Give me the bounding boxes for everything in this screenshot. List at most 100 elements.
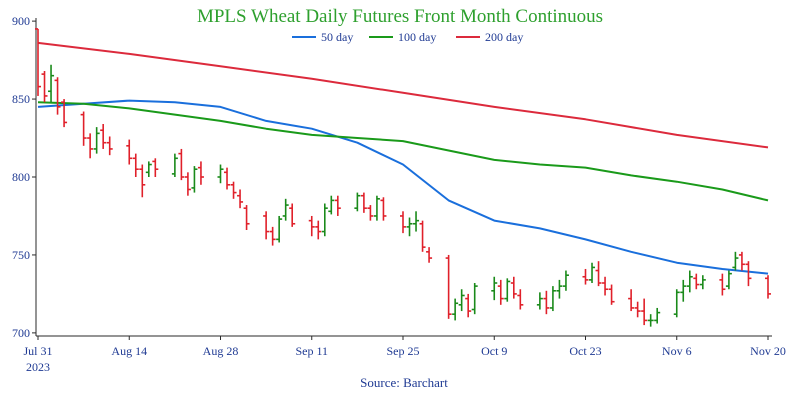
x-tick-label: Sep 11 [295,344,328,358]
x-tick-label: Sep 25 [387,344,420,358]
legend-label: 100 day [398,30,436,44]
ohlc-bar [673,289,680,318]
ohlc-bar [354,192,361,212]
ohlc-bars [35,28,771,327]
ohlc-bar [171,153,178,177]
ohlc-bar [536,292,543,310]
ohlc-bar [641,298,648,326]
ohlc-bar [230,181,237,199]
ohlc-bar [699,275,706,290]
y-tick-label: 700 [12,326,30,340]
y-tick-label: 750 [12,248,30,262]
ohlc-bar [184,172,191,196]
ohlc-bar [562,270,569,291]
ohlc-bar [738,251,745,271]
series-line-100-day [37,101,769,202]
ohlc-bar [282,198,289,221]
ohlc-bar [139,164,146,198]
ohlc-bar [471,283,478,315]
ohlc-bar [380,197,387,221]
ohlc-bar [126,139,133,165]
ohlc-bar [61,99,68,128]
ohlc-bar [719,273,726,296]
ohlc-bar [647,314,654,327]
y-tick-label: 900 [12,14,30,28]
x-tick-label: Nov 20 [750,344,786,358]
ohlc-bar [197,161,204,185]
ohlc-bar [693,273,700,290]
ohlc-bar [315,220,322,240]
ohlc-bar [517,289,524,310]
ohlc-bar [132,153,139,177]
ohlc-bar [54,77,61,115]
x-ticks: Jul 31 2023 Aug 14 Aug 28 Sep 11 Sep 25 Oct 9 O… [23,336,786,374]
ohlc-bar [334,195,341,216]
ohlc-bar [360,192,367,213]
ohlc-bar [100,124,107,149]
ohlc-bar [602,276,609,296]
ohlc-bar [237,189,244,209]
ohlc-bar [445,254,452,319]
moving-average-lines [37,41,769,275]
ohlc-bar [35,28,41,96]
series-line-50-day [37,99,769,275]
ohlc-bar [178,148,185,181]
x-tick-label: Jul 31 [23,344,52,358]
chart-source: Source: Barchart [360,375,448,390]
ohlc-bar [106,136,113,156]
ohlc-bar [289,203,296,227]
ohlc-bar [413,211,420,232]
ohlc-bar [452,298,459,321]
ohlc-bar [745,261,752,287]
ohlc-bar [217,164,224,184]
ohlc-bar [243,205,250,230]
ohlc-bar [504,278,511,302]
x-tick-sublabel: 2023 [26,360,50,374]
ohlc-bar [80,111,87,146]
y-tick-label: 800 [12,170,30,184]
legend-label: 50 day [321,30,353,44]
chart-title: MPLS Wheat Daily Futures Front Month Con… [197,6,603,27]
ohlc-bar [152,158,159,177]
ohlc-bar [549,286,556,312]
ohlc-bar [419,220,426,252]
ohlc-bar [145,161,152,177]
x-tick-label: Oct 9 [481,344,507,358]
ohlc-bar [87,133,94,159]
ohlc-bar [608,284,615,305]
x-tick-label: Nov 6 [662,344,692,358]
y-ticks: 700 750 800 850 900 [12,14,36,340]
x-tick-label: Aug 28 [203,344,239,358]
ohlc-bar [458,289,465,312]
ohlc-bar [276,215,283,243]
legend-label: 200 day [485,30,523,44]
x-tick-label: Oct 23 [569,344,601,358]
ohlc-bar [308,215,315,237]
ohlc-bar [654,307,661,324]
ohlc-bar [556,279,563,299]
ohlc-bar [367,205,374,221]
ohlc-bar [765,275,771,299]
series-line-200-day [37,41,769,149]
ohlc-bar [680,279,687,302]
ohlc-bar [725,270,732,290]
ohlc-bar [732,251,739,271]
axes [35,18,772,337]
ohlc-bar [686,270,693,293]
ohlc-bar [269,226,276,246]
x-tick-label: Aug 14 [111,344,147,358]
ohlc-bar [41,71,48,103]
ohlc-bar [263,211,270,240]
ohlc-bar [321,203,328,237]
ohlc-bar [48,64,55,103]
ohlc-bar [224,167,231,190]
ohlc-bar [589,262,596,283]
ohlc-bar [628,289,635,312]
ohlc-bar [426,247,433,263]
ohlc-bar [465,293,472,318]
ohlc-bar [191,166,198,193]
y-tick-label: 850 [12,92,30,106]
ohlc-bar [497,279,504,305]
ohlc-bar [491,276,498,301]
